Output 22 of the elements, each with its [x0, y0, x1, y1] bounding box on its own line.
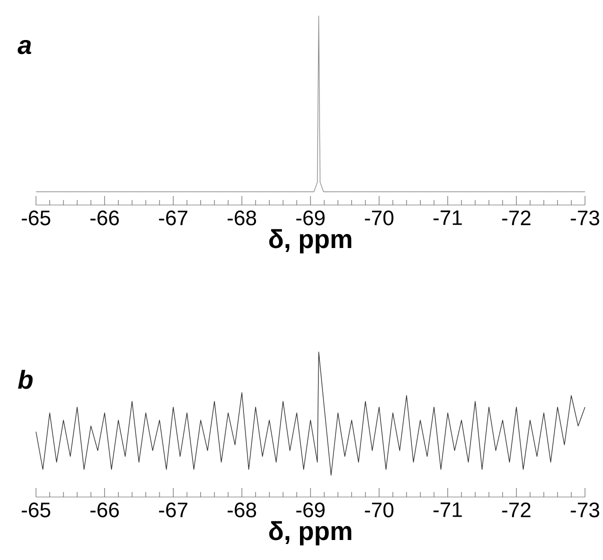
x-tick-label: -68	[228, 210, 256, 226]
x-tick-label: -72	[502, 502, 530, 518]
text: a	[18, 40, 32, 54]
x-axis-title: δ, ppm	[269, 229, 352, 254]
x-axis-title: δ, ppm	[269, 521, 352, 546]
x-tick-label: -67	[159, 210, 188, 226]
x-tick-label: -70	[364, 502, 394, 518]
x-tick-label: -69	[296, 502, 325, 518]
x-tick-label: -65	[22, 210, 50, 226]
x-tick-label: -67	[159, 502, 188, 518]
x-tick-label: -70	[364, 210, 394, 226]
x-tick-label: -71	[434, 210, 462, 225]
x-tick-label: -72	[502, 210, 530, 226]
text: b	[18, 370, 33, 389]
x-tick-label: -73	[570, 210, 600, 226]
x-tick-label: -68	[228, 502, 256, 518]
x-tick-label: -65	[22, 502, 50, 518]
x-tick-label: -66	[90, 502, 119, 518]
x-tick-label: -66	[90, 210, 119, 226]
x-tick-label: -71	[434, 502, 462, 517]
x-tick-label: -69	[296, 210, 325, 226]
x-tick-label: -73	[570, 502, 600, 518]
